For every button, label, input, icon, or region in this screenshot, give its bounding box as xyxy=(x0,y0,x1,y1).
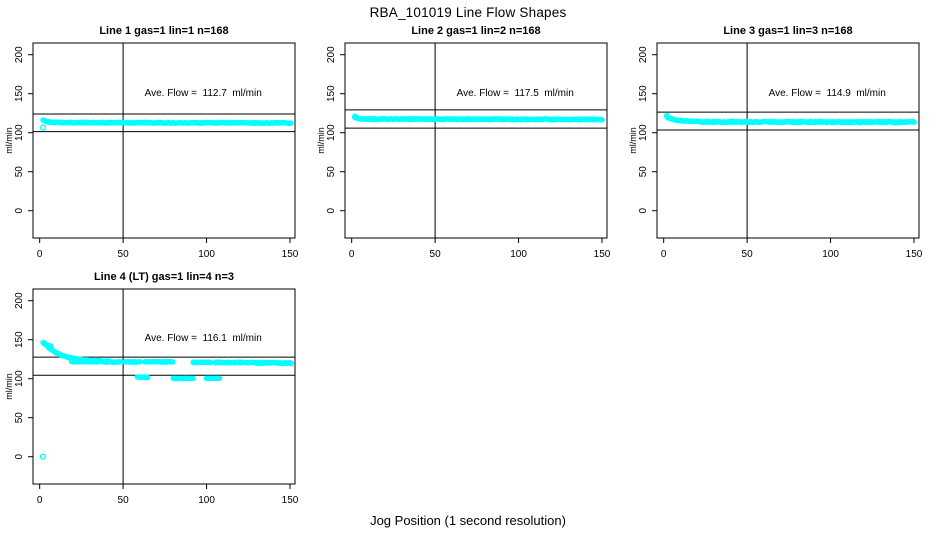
x-tick-label: 0 xyxy=(661,249,667,260)
x-tick-label: 0 xyxy=(349,249,355,260)
x-tick-label: 50 xyxy=(742,249,754,260)
y-tick-label: 0 xyxy=(14,453,25,459)
y-axis: 0 50 100 150 200 xyxy=(326,46,345,213)
y-tick-label: 100 xyxy=(326,124,337,141)
ave-flow-annotation: Ave. Flow = 117.5 ml/min xyxy=(457,88,574,99)
panel-line-1-chart: Line 1 gas=1 lin=1 n=168 0 50 100 150 0 50 100 1… xyxy=(4,25,299,260)
figure-title: RBA_101019 Line Flow Shapes xyxy=(369,5,567,20)
y-axis-title: ml/min xyxy=(4,127,14,154)
y-tick-label: 50 xyxy=(14,412,25,424)
x-axis: 0 50 100 150 xyxy=(37,238,299,260)
panel-title: Line 3 gas=1 lin=3 n=168 xyxy=(723,25,852,37)
x-tick-label: 100 xyxy=(822,249,839,260)
y-tick-label: 100 xyxy=(14,124,25,141)
panel-title: Line 4 (LT) gas=1 lin=4 n=3 xyxy=(94,271,234,283)
y-tick-label: 150 xyxy=(14,331,25,348)
y-tick-label: 150 xyxy=(14,85,25,102)
y-axis: 0 50 100 150 200 xyxy=(14,292,33,459)
y-tick-label: 100 xyxy=(638,124,649,141)
x-tick-label: 150 xyxy=(282,249,299,260)
data-points xyxy=(39,339,295,460)
data-points xyxy=(351,113,605,123)
x-axis-label: Jog Position (1 second resolution) xyxy=(370,513,566,528)
y-tick-label: 50 xyxy=(326,166,337,178)
x-tick-label: 100 xyxy=(198,249,215,260)
panel-line-2-chart: Line 2 gas=1 lin=2 n=168 0 50 100 150 0 50 100 1… xyxy=(316,25,611,260)
plot-box xyxy=(344,42,608,239)
x-tick-label: 100 xyxy=(510,249,527,260)
panel-line-3-chart: Line 3 gas=1 lin=3 n=168 0 50 100 150 0 50 100 1… xyxy=(628,25,923,260)
y-tick-label: 50 xyxy=(638,166,649,178)
y-tick-label: 0 xyxy=(638,207,649,213)
data-points xyxy=(663,112,917,126)
ave-flow-annotation: Ave. Flow = 116.1 ml/min xyxy=(145,333,262,344)
x-tick-label: 0 xyxy=(37,495,43,506)
y-tick-label: 200 xyxy=(14,46,25,63)
y-axis-title: ml/min xyxy=(4,373,14,400)
y-tick-label: 200 xyxy=(326,46,337,63)
ave-flow-annotation: Ave. Flow = 112.7 ml/min xyxy=(145,88,262,99)
data-point xyxy=(663,112,671,120)
panel-title: Line 2 gas=1 lin=2 n=168 xyxy=(411,25,540,37)
x-tick-label: 50 xyxy=(118,249,130,260)
y-tick-label: 0 xyxy=(14,207,25,213)
y-tick-label: 50 xyxy=(14,166,25,178)
y-tick-label: 200 xyxy=(638,46,649,63)
ave-flow-annotation: Ave. Flow = 114.9 ml/min xyxy=(769,88,886,99)
y-tick-label: 0 xyxy=(326,207,337,213)
data-point xyxy=(351,113,359,120)
data-point xyxy=(39,453,47,460)
x-axis: 0 50 100 150 xyxy=(661,238,923,260)
y-axis-title: ml/min xyxy=(316,127,326,154)
x-tick-label: 100 xyxy=(198,495,215,506)
plot-box xyxy=(32,42,296,239)
panel-line-4-chart: Line 4 (LT) gas=1 lin=4 n=3 0 50 100 150 0 50 1… xyxy=(4,271,299,506)
data-points xyxy=(39,117,294,131)
y-axis: 0 50 100 150 200 xyxy=(14,46,33,213)
x-axis: 0 50 100 150 xyxy=(37,484,299,506)
y-axis: 0 50 100 150 200 xyxy=(638,46,657,213)
x-tick-label: 50 xyxy=(118,495,130,506)
x-tick-label: 50 xyxy=(430,249,442,260)
y-tick-label: 100 xyxy=(14,370,25,387)
x-tick-label: 0 xyxy=(37,249,43,260)
y-tick-label: 150 xyxy=(326,85,337,102)
x-axis: 0 50 100 150 xyxy=(349,238,611,260)
plot-box xyxy=(32,288,296,485)
y-tick-label: 200 xyxy=(14,292,25,309)
panel-title: Line 1 gas=1 lin=1 n=168 xyxy=(99,25,228,37)
x-tick-label: 150 xyxy=(594,249,611,260)
plot-box xyxy=(656,42,920,239)
x-tick-label: 150 xyxy=(906,249,923,260)
y-tick-label: 150 xyxy=(638,85,649,102)
y-axis-title: ml/min xyxy=(628,127,638,154)
x-tick-label: 150 xyxy=(282,495,299,506)
data-point xyxy=(39,124,47,131)
